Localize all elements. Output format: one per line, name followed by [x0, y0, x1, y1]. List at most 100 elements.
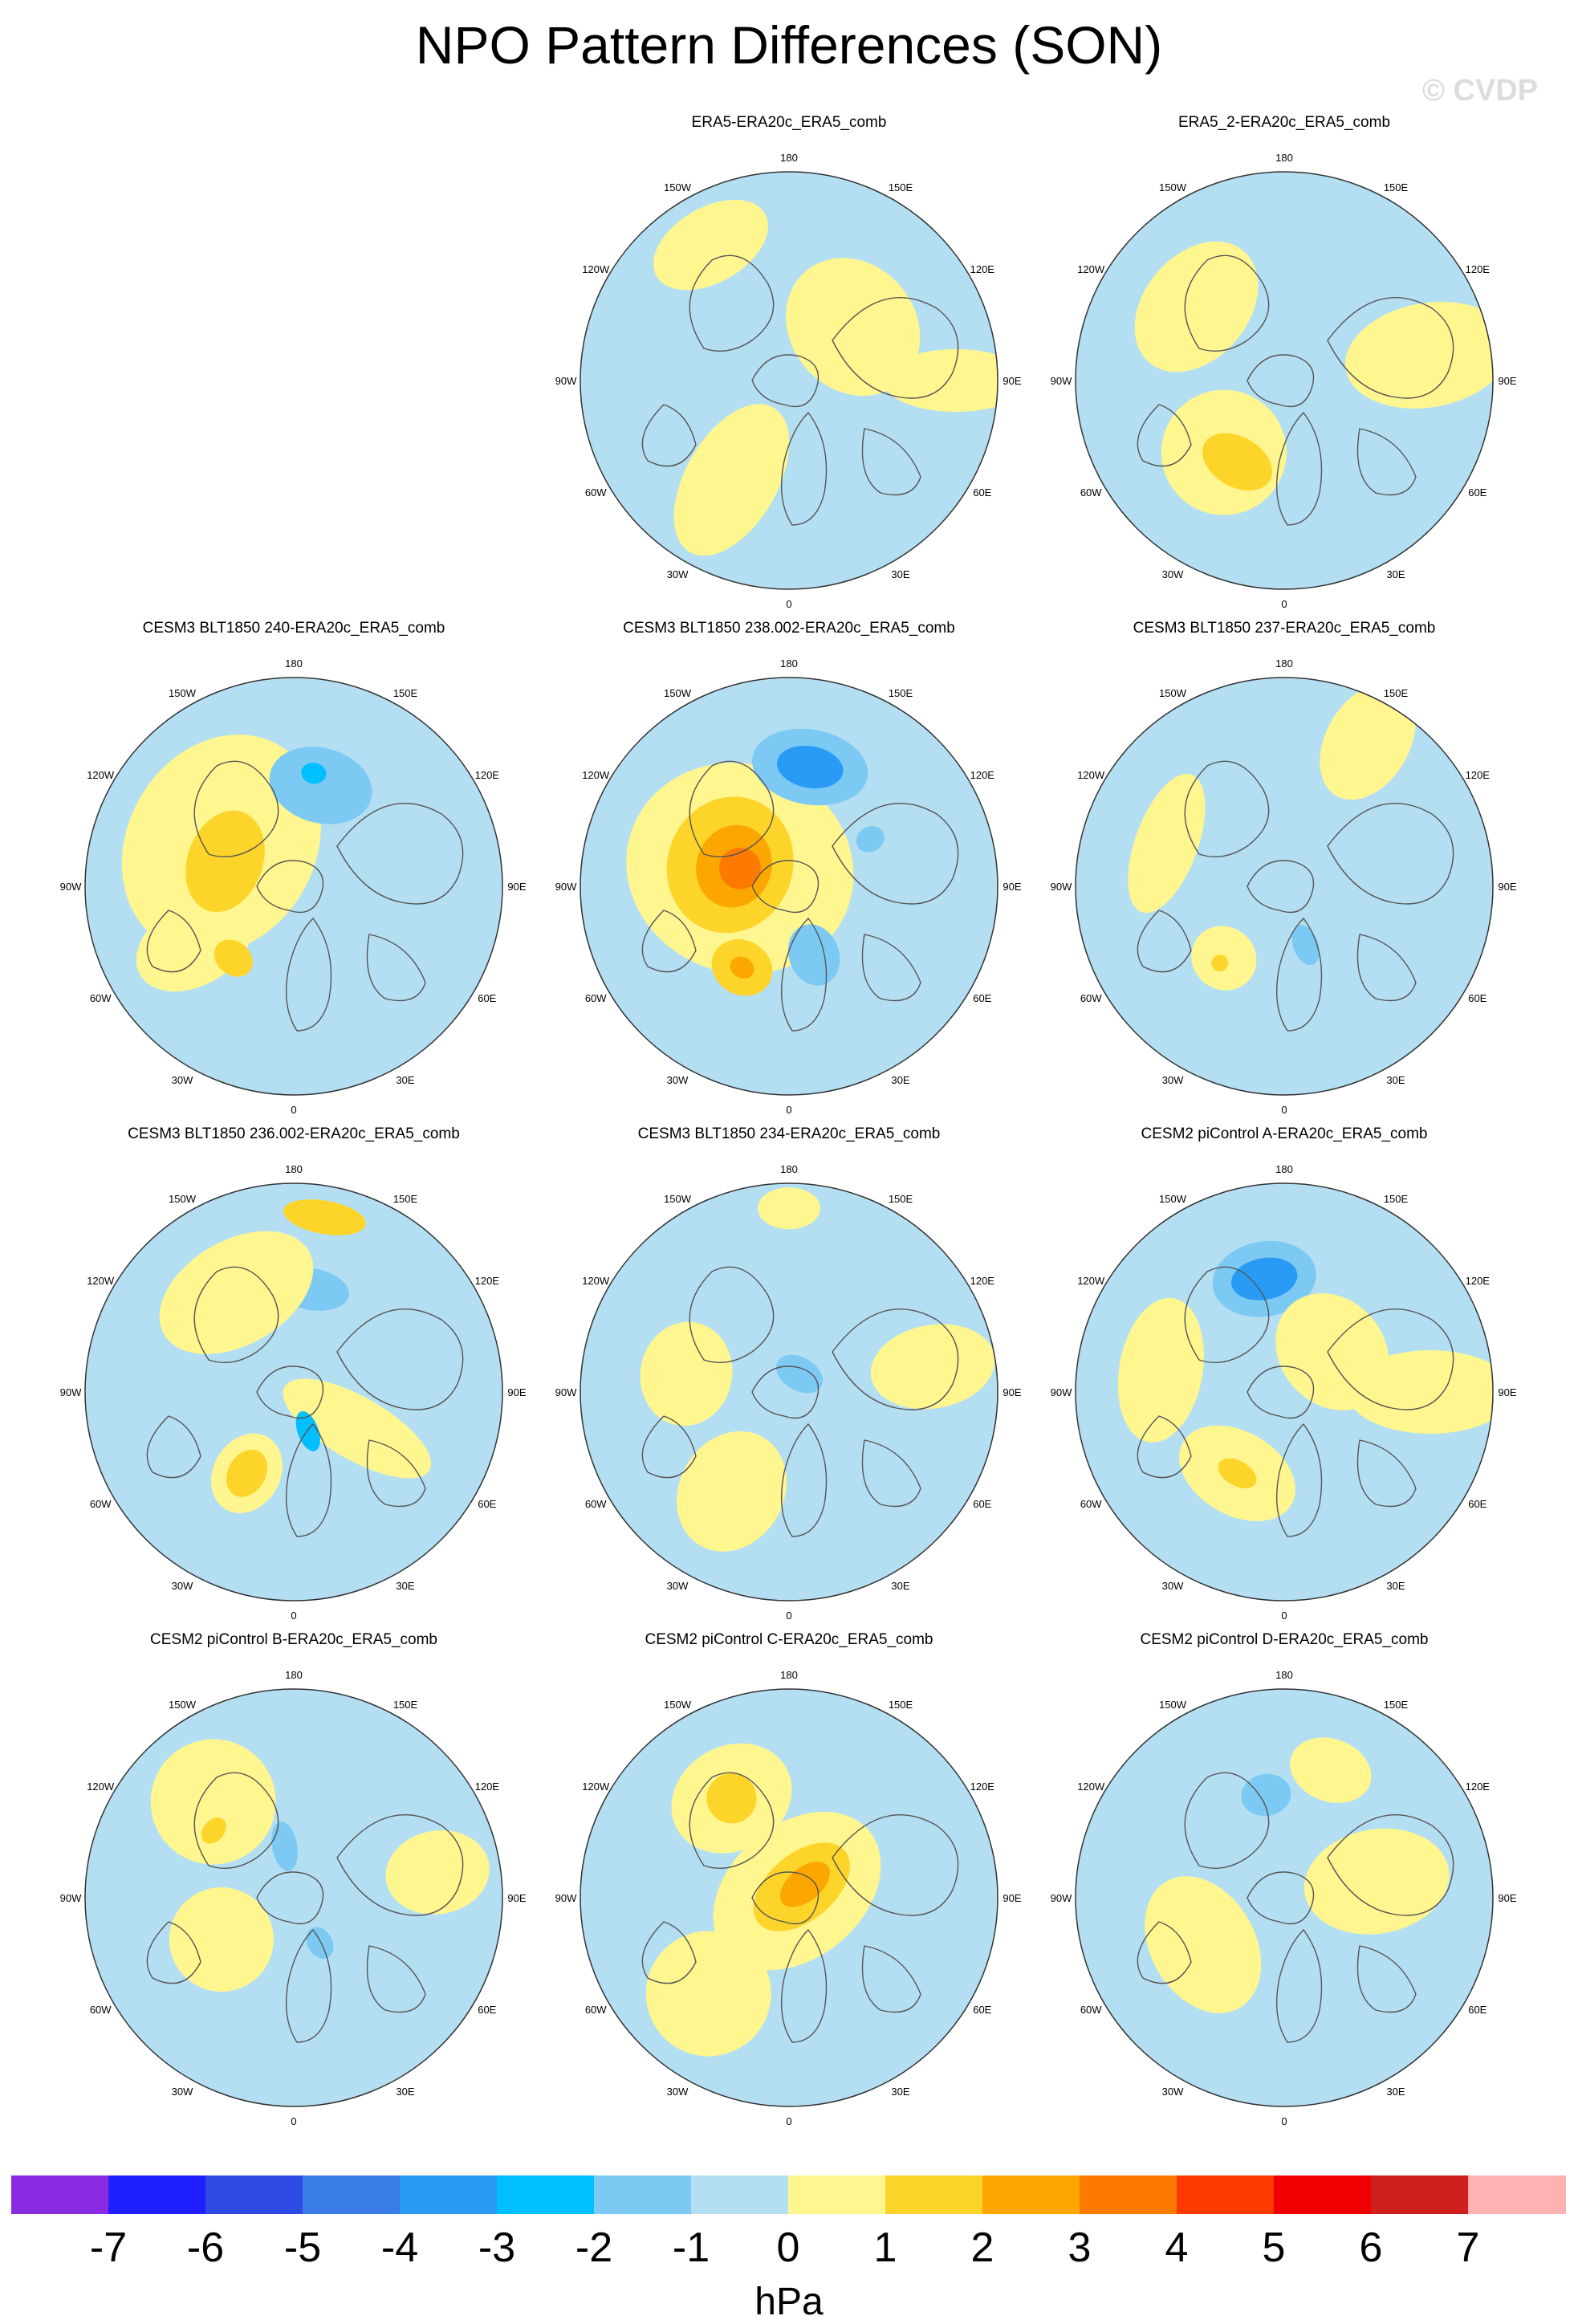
longitude-label: 120E [1466, 1781, 1491, 1793]
longitude-label: 90E [507, 1892, 526, 1904]
map-boundary-circle [580, 1182, 998, 1602]
coastline [286, 1422, 332, 1537]
longitude-label: 60W [90, 992, 112, 1004]
map-background [1076, 678, 1493, 1095]
longitude-label: 90W [555, 1892, 577, 1904]
colorbar-tick-label: 4 [1165, 2224, 1189, 2271]
contour-region [169, 1887, 274, 1992]
coastline [146, 1415, 201, 1479]
longitude-label: 60E [1468, 1498, 1486, 1510]
colorbar-units: hPa [754, 2281, 824, 2323]
map-panel: CESM3 BLT1850 238.002-ERA20c_ERA5_comb 18… [543, 620, 1035, 1125]
contour-region [271, 1821, 298, 1871]
longitude-label: 30E [891, 1074, 909, 1086]
map-panel: CESM3 BLT1850 240-ERA20c_ERA5_comb 180 150… [48, 620, 539, 1125]
coastline [1327, 297, 1454, 399]
coastline [689, 1266, 775, 1364]
coastline [1247, 1366, 1315, 1419]
polar-map: 180 150E 120E 90E 60E 30E 0 30W 60W 90W 120W 150W [1051, 1669, 1517, 2127]
longitude-label: 90W [555, 375, 577, 387]
longitude-label: 60W [90, 2004, 112, 2016]
longitude-label: 60E [973, 1498, 991, 1510]
panel-title: CESM2 piControl A-ERA20c_ERA5_comb [1141, 1125, 1428, 1142]
longitude-label: 30W [667, 568, 689, 580]
coastline [1184, 760, 1270, 858]
longitude-label: 60W [1080, 486, 1102, 499]
longitude-label: 90E [1498, 375, 1516, 387]
map-boundary-circle [1075, 171, 1494, 590]
colorbar-segment [11, 2175, 109, 2214]
colorbar-tick-label: -1 [672, 2224, 710, 2271]
longitude-label: 120E [1466, 769, 1491, 781]
longitude-label: 0 [786, 598, 791, 610]
longitude-label: 90W [60, 881, 82, 893]
coastline [146, 1921, 201, 1984]
longitude-label: 90E [1003, 1892, 1021, 1904]
colorbar-tick-label: 0 [776, 2224, 800, 2271]
panel-title: CESM2 piControl B-ERA20c_ERA5_comb [150, 1631, 437, 1648]
coastline [146, 910, 201, 973]
coastline [751, 1871, 820, 1925]
longitude-label: 60E [1468, 2004, 1486, 2016]
map-boundary-circle [84, 1688, 503, 2107]
longitude-label: 30W [667, 2086, 689, 2098]
contour-region [779, 1861, 830, 1907]
longitude-label: 30W [172, 1074, 193, 1086]
longitude-label: 90W [1051, 1892, 1072, 1904]
coastline [689, 1772, 775, 1870]
longitude-label: 150E [889, 1699, 913, 1711]
longitude-label: 120E [475, 769, 500, 781]
figure-title: NPO Pattern Differences (SON) [415, 15, 1163, 75]
longitude-label: 150W [169, 1699, 197, 1711]
longitude-label: 150W [664, 1699, 692, 1711]
longitude-label: 60W [1080, 2004, 1102, 2016]
longitude-label: 150E [393, 1699, 418, 1711]
longitude-label: 90W [1051, 881, 1072, 893]
coastline [366, 934, 426, 1002]
coastline [336, 1309, 464, 1410]
longitude-label: 120W [582, 769, 610, 781]
longitude-label: 90W [555, 1386, 577, 1398]
coastline [689, 760, 775, 858]
map-panel: ERA5_2-ERA20c_ERA5_comb 180 150E 120E 90E 60E… [1039, 114, 1530, 620]
longitude-label: 180 [285, 1669, 303, 1681]
longitude-label: 120W [87, 769, 115, 781]
longitude-label: 0 [786, 1610, 791, 1622]
coastline [1184, 254, 1270, 352]
contour-region [1117, 1297, 1204, 1443]
longitude-label: 150E [1384, 1193, 1409, 1205]
longitude-label: 60E [1468, 992, 1486, 1004]
coastline [641, 1415, 697, 1479]
longitude-label: 60W [585, 2004, 607, 2016]
longitude-label: 30W [172, 1580, 193, 1592]
panel-title: CESM3 BLT1850 237-ERA20c_ERA5_comb [1133, 620, 1436, 637]
contour-region [301, 763, 327, 784]
coastline [193, 760, 279, 858]
contour-region [856, 826, 885, 853]
longitude-label: 150W [1159, 687, 1187, 699]
longitude-label: 150E [1384, 687, 1409, 699]
colorbar-tick-label: 7 [1456, 2224, 1480, 2271]
contour-region [1211, 954, 1229, 972]
longitude-label: 60W [585, 992, 607, 1004]
contour-region [677, 1431, 787, 1552]
polar-map: 180 150E 120E 90E 60E 30E 0 30W 60W 90W 120W 150W [60, 657, 527, 1116]
coastline [193, 1266, 279, 1364]
contour-region [1128, 774, 1206, 914]
contour-region [1347, 1350, 1493, 1434]
map-boundary-circle [1075, 1182, 1494, 1602]
colorbar-tick-label: 3 [1068, 2224, 1092, 2271]
coastline [832, 1814, 959, 1916]
coastline [781, 411, 828, 526]
contour-region [645, 1931, 771, 2057]
longitude-label: 150E [1384, 181, 1409, 193]
contour-region [1134, 241, 1259, 372]
panel-title: ERA5_2-ERA20c_ERA5_comb [1177, 114, 1391, 131]
contour-region [185, 810, 265, 913]
longitude-label: 150W [664, 687, 692, 699]
colorbar-segment [108, 2175, 206, 2214]
colorbar-segment [1080, 2175, 1177, 2214]
coastline [751, 1366, 820, 1419]
colorbar-tick-label: -3 [478, 2224, 516, 2271]
longitude-label: 120E [970, 769, 995, 781]
